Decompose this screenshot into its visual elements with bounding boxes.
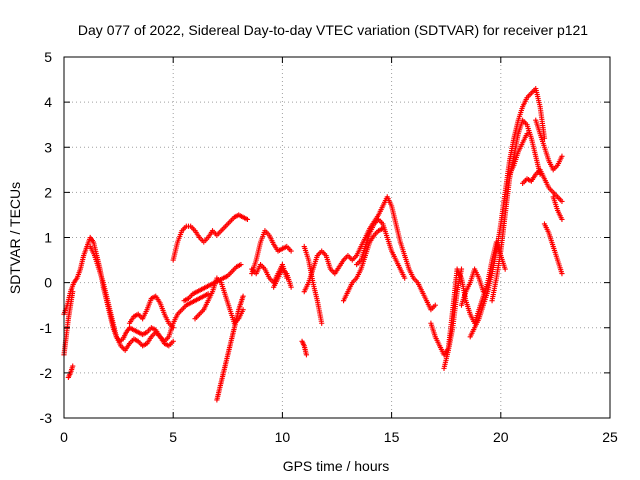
data-point-marker [70,289,76,295]
series-track-x [520,167,565,204]
series-track-e [126,293,176,331]
y-tick-label: 1 [44,230,52,246]
axis-ticks: 0 5 10 15 20 25 -3 -2 -1 0 1 2 3 4 5 [40,49,618,445]
x-tick-label: 25 [602,429,618,445]
y-tick-label: 3 [44,139,52,155]
data-point-marker [244,216,251,223]
series-track-aa [550,194,565,223]
data-point-marker [559,153,565,159]
series-track-b [61,289,76,358]
series-track-l [271,266,294,290]
y-tick-label: 4 [44,94,52,110]
series-track-w [506,131,530,177]
data-point-marker [238,261,244,268]
data-point-marker [524,131,530,137]
y-tick-label: -1 [40,320,53,336]
data-point-marker [559,198,565,204]
y-tick-label: 5 [44,49,52,65]
data-marks [61,85,565,403]
series-track-q [354,216,408,281]
x-tick-label: 20 [493,429,509,445]
grid-lines [64,57,610,418]
data-point-marker [432,302,438,308]
series-track-g [181,261,244,304]
data-point-marker [402,275,408,281]
data-point-marker [319,320,325,326]
data-point-marker [502,266,508,272]
data-point-marker [240,307,246,313]
data-point-marker [303,352,310,358]
y-tick-label: -3 [40,410,53,426]
series-track-p [340,225,386,304]
series-track-z [541,221,565,277]
y-axis-label: SDTVAR / TECUs [7,182,23,294]
series-track-v [489,117,543,304]
x-axis-label: GPS time / hours [283,458,390,474]
data-point-marker [288,248,294,254]
series-track-y [533,117,565,173]
data-point-marker [458,266,465,272]
series-track-i [214,293,246,403]
series-track-o [301,194,438,313]
data-point-marker [559,216,565,223]
series-track-t [458,266,486,308]
y-tick-label: 0 [44,275,52,291]
y-tick-label: 2 [44,184,52,200]
series-track-d [87,243,176,353]
x-tick-label: 10 [275,429,291,445]
data-point-marker [170,338,176,344]
data-point-marker [288,284,294,290]
x-tick-label: 5 [169,429,177,445]
data-point-marker [240,293,246,299]
chart-title: Day 077 of 2022, Sidereal Day-to-day VTE… [78,22,588,38]
data-point-marker [480,289,486,295]
series-track-c [65,363,76,380]
data-point-marker [70,363,76,369]
series-track-j [249,228,294,277]
series-track-n [301,243,325,326]
data-point-marker [559,271,565,277]
x-tick-label: 15 [384,429,400,445]
series-track-m [299,338,310,358]
x-tick-label: 0 [60,429,68,445]
series-track-s [441,266,465,371]
y-tick-label: -2 [40,365,53,381]
series-track-f [170,212,251,263]
data-point-marker [170,325,176,331]
